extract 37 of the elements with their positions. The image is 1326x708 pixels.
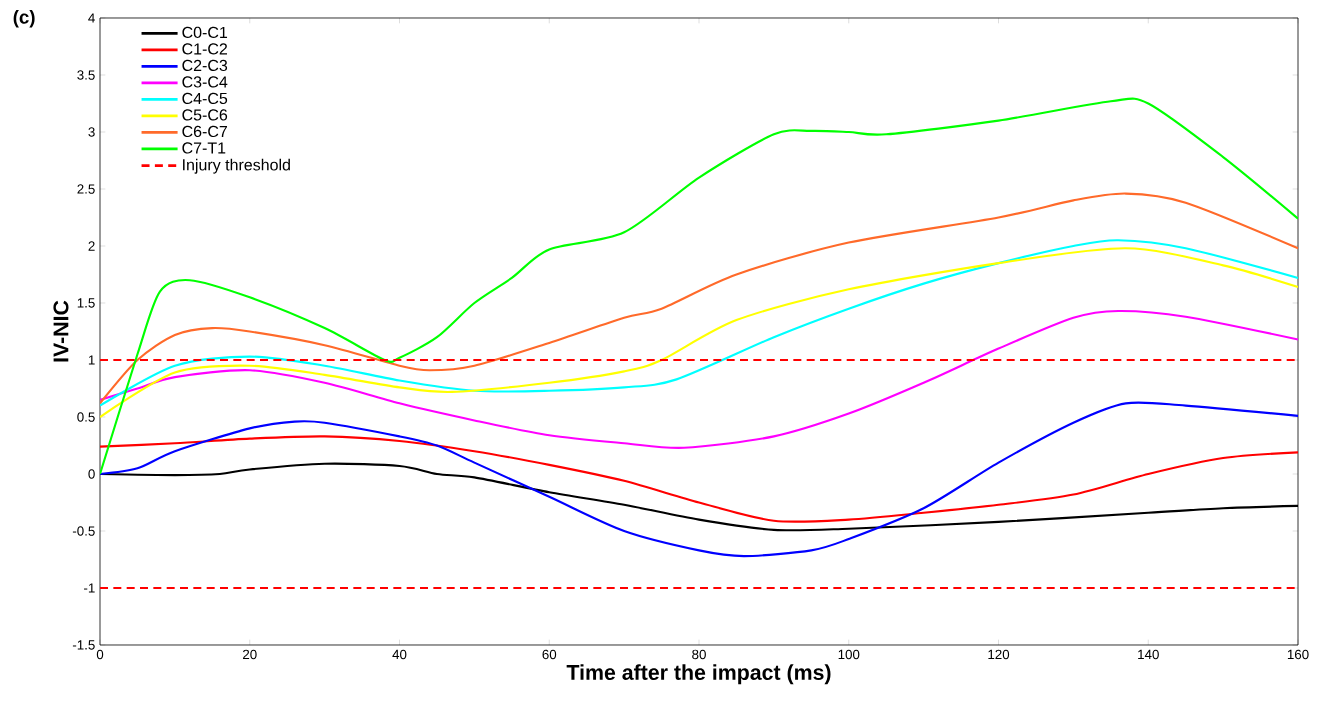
y-axis-title: IV-NIC — [53, 300, 69, 362]
x-tick-label: 60 — [542, 649, 557, 660]
x-tick-label: 20 — [243, 649, 257, 660]
x-tick-label: 80 — [692, 649, 706, 660]
legend-label: C0-C1 — [182, 26, 228, 39]
y-tick-label: -1 — [84, 583, 95, 593]
y-tick-label: 0.5 — [77, 412, 95, 422]
line-series — [100, 401, 1299, 558]
line-series — [100, 435, 1299, 523]
legend-label: C5-C6 — [182, 109, 228, 121]
y-tick-label: 2 — [88, 241, 95, 251]
x-axis-title: Time after the impact (ms) — [566, 664, 831, 685]
line-series — [100, 192, 1299, 405]
legend-label: C2-C3 — [182, 59, 228, 72]
y-tick-label: 2.5 — [77, 184, 95, 194]
legend-label: C1-C2 — [182, 43, 228, 55]
x-tick-label: 120 — [988, 649, 1010, 660]
x-tick-label: 0 — [96, 649, 104, 660]
legend-label: C7-T1 — [182, 142, 226, 154]
legend-label: C4-C5 — [182, 92, 228, 105]
y-tick-label: -1.5 — [72, 640, 95, 650]
y-tick-label: -0.5 — [72, 526, 95, 536]
y-tick-label: 3.5 — [77, 70, 95, 80]
line-series — [100, 309, 1299, 449]
y-tick-label: 4 — [88, 13, 95, 23]
x-tick-label: 40 — [392, 649, 407, 660]
y-tick-label: 0 — [88, 469, 95, 479]
legend-label: Injury threshold — [183, 158, 290, 174]
x-tick-label: 140 — [1138, 649, 1159, 660]
y-tick-label: 3 — [88, 127, 95, 137]
y-tick-label: 1 — [88, 355, 95, 365]
legend-label: C6-C7 — [182, 125, 228, 138]
legend-label: C3-C4 — [182, 76, 228, 88]
x-tick-label: 100 — [838, 649, 860, 660]
x-tick-label: 160 — [1287, 649, 1309, 660]
chart-title: (c) — [13, 10, 35, 28]
y-tick-label: 1.5 — [77, 298, 95, 308]
